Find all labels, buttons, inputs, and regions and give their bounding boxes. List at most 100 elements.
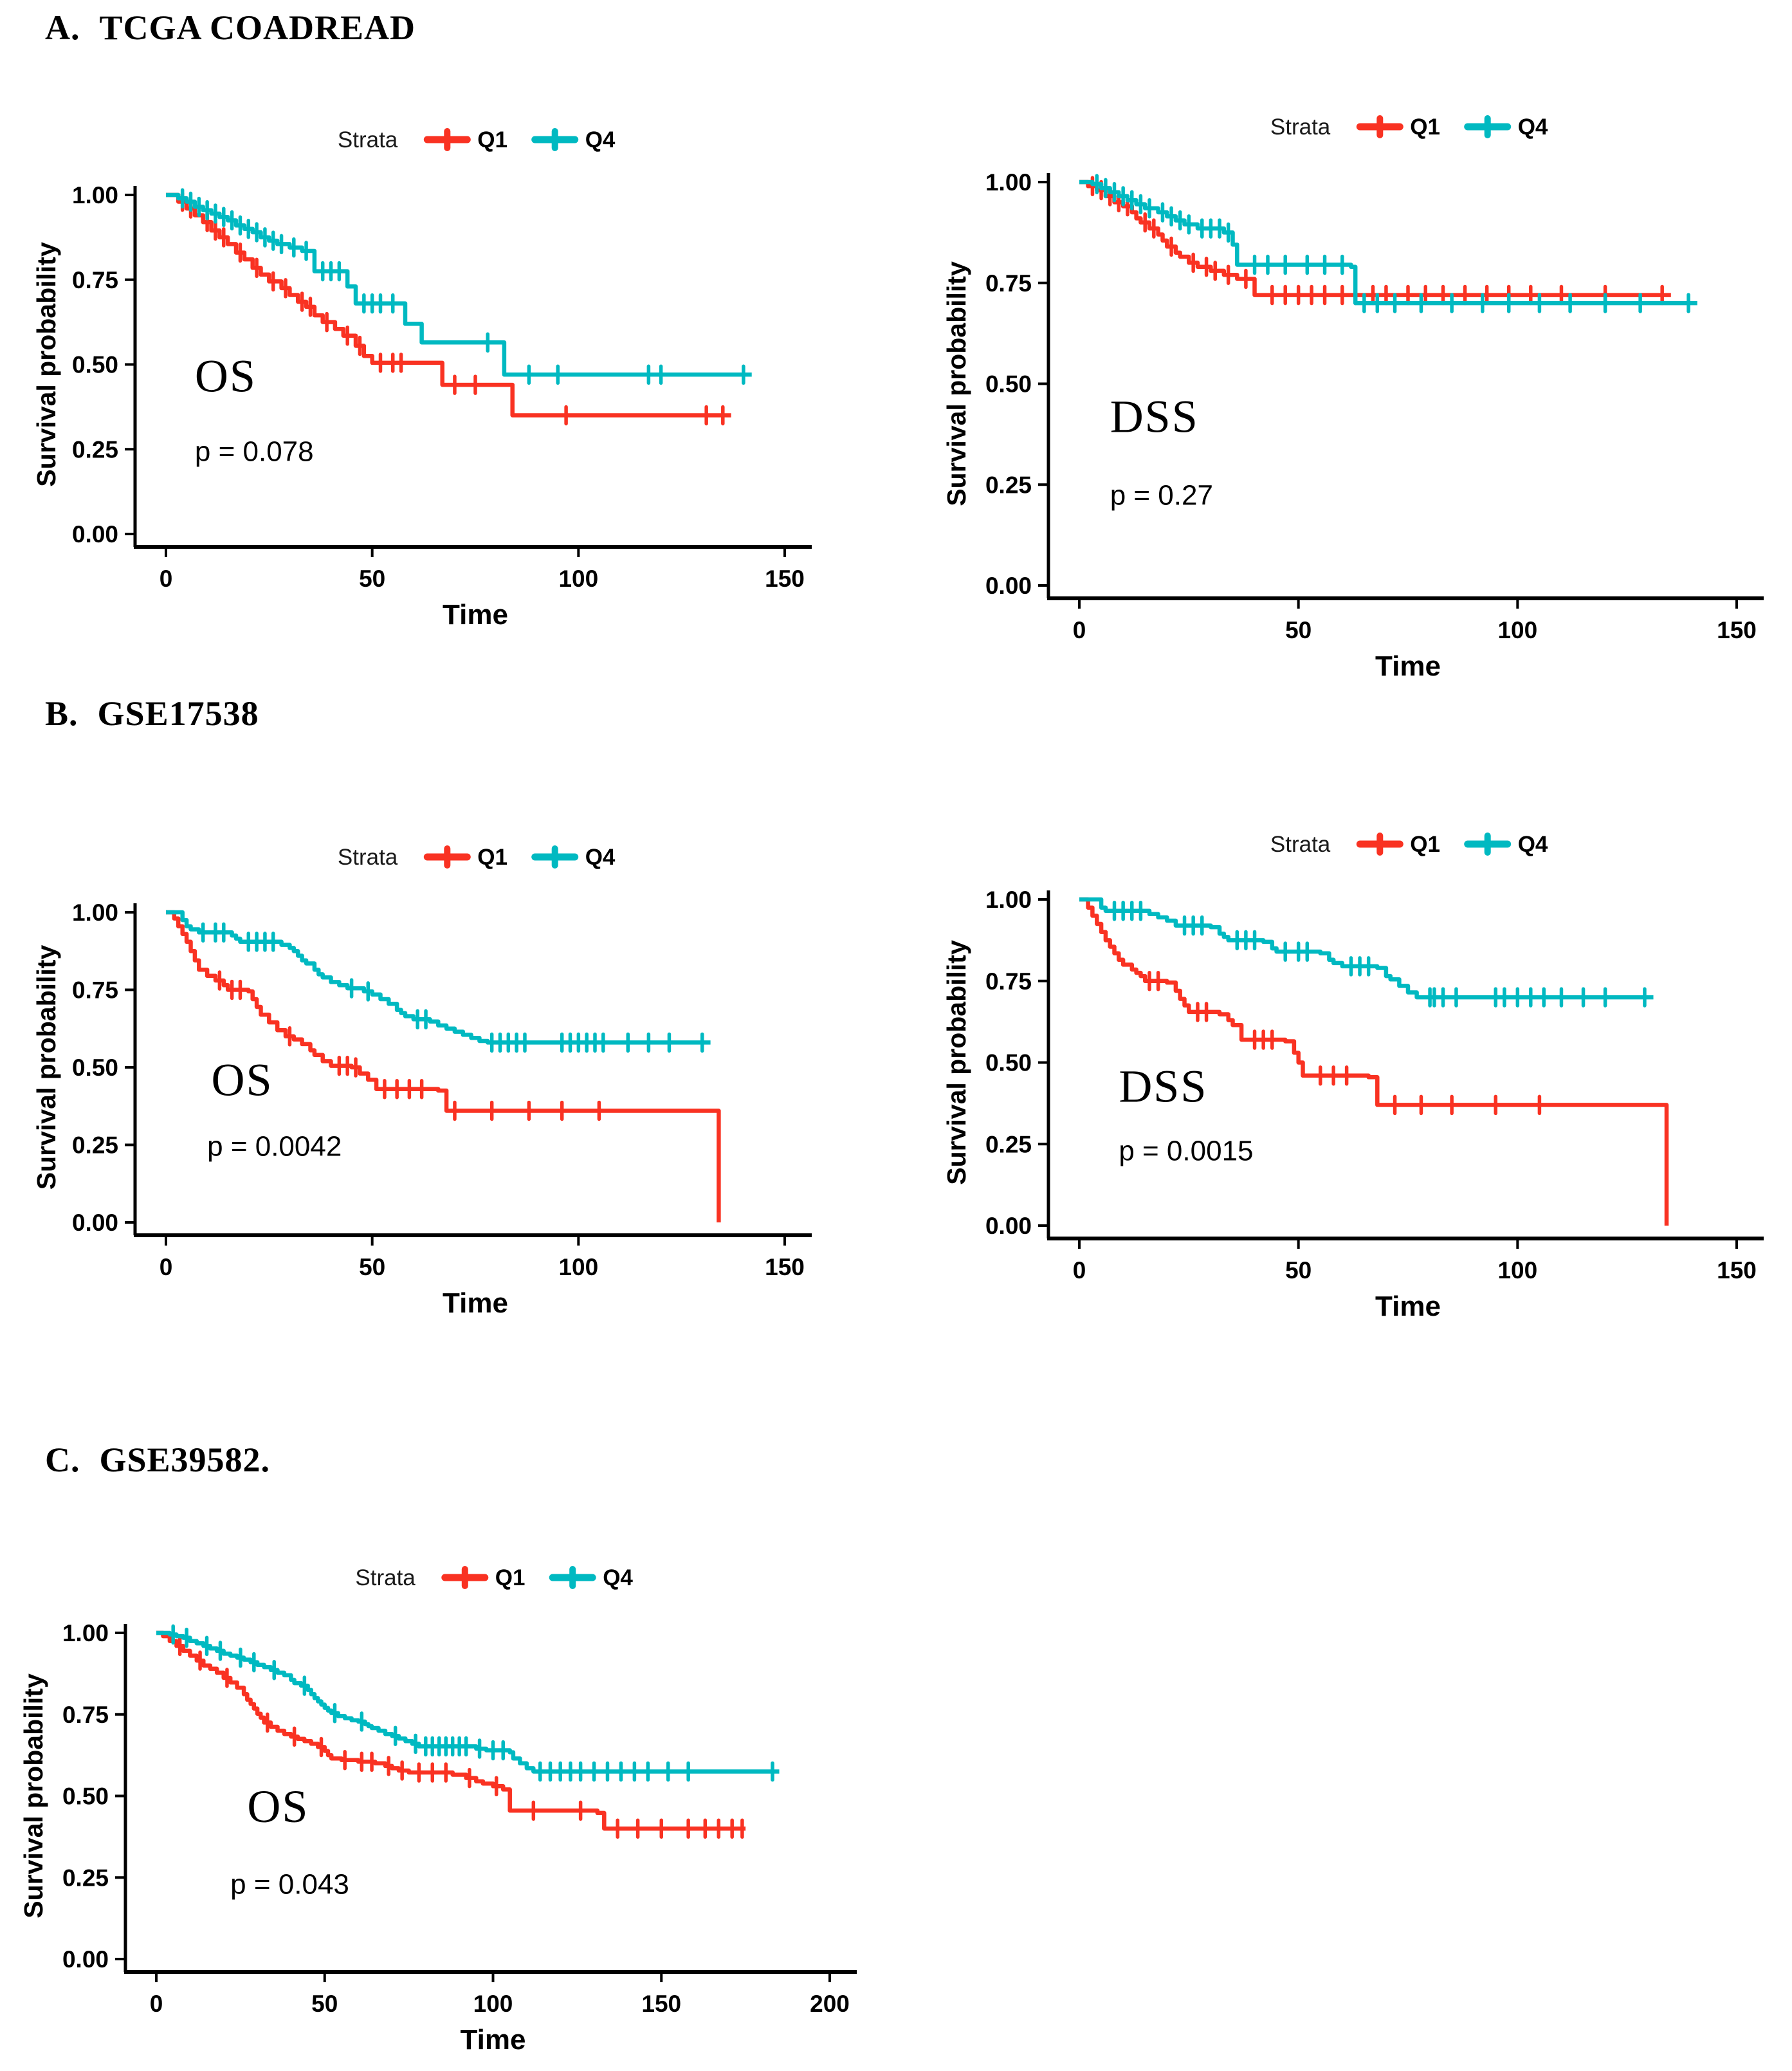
endpoint-label: OS: [195, 351, 257, 402]
p-value-label: p = 0.0042: [207, 1130, 342, 1162]
axes: 0.00 0.25 0.50 0.75 1.00 0 50 100 150 200: [62, 1620, 857, 2017]
x-axis-title: Time: [1375, 1291, 1441, 1322]
x-tick-label: 50: [1285, 1257, 1312, 1284]
legend-title: Strata: [1270, 115, 1331, 140]
endpoint-label: OS: [212, 1054, 273, 1105]
y-tick-label: 1.00: [985, 169, 1032, 196]
survival-curve-q4: [166, 910, 711, 1045]
panel-c-prefix: C.: [45, 1440, 80, 1479]
y-tick-label: 0.25: [72, 436, 118, 463]
x-tick-label: 100: [1497, 1257, 1537, 1284]
survival-curve-q1: [1079, 897, 1669, 1226]
y-tick-label: 0.75: [985, 968, 1032, 995]
y-tick-label: 0.50: [985, 1050, 1032, 1076]
y-tick-label: 0.75: [72, 977, 118, 1004]
p-value-label: p = 0.27: [1110, 480, 1213, 511]
x-tick-label: 200: [810, 1991, 850, 2017]
series-q4: [1079, 897, 1654, 1008]
endpoint-label: DSS: [1119, 1060, 1207, 1112]
tcga-dss-svg: 0.00 0.25 0.50 0.75 1.00 0 50 100 150 Time Surviva…: [942, 115, 1764, 682]
y-axis-title: Survival probability: [32, 242, 61, 487]
legend-title: Strata: [1270, 832, 1331, 857]
x-tick-label: 50: [359, 566, 385, 592]
legend-title: Strata: [355, 1565, 416, 1590]
p-value-label: p = 0.0015: [1119, 1136, 1253, 1167]
p-value-label: p = 0.078: [195, 436, 314, 468]
panel-c-label: GSE39582.: [99, 1440, 271, 1479]
endpoint-label: OS: [247, 1781, 309, 1832]
km-chart-gse17538-dss: 0.00 0.25 0.50 0.75 1.00 0 50 100 150 Time Surviva…: [936, 750, 1791, 1348]
legend-label-q1: Q1: [477, 127, 507, 152]
x-tick-label: 150: [765, 566, 805, 592]
legend-title: Strata: [338, 127, 398, 152]
y-tick-label: 0.00: [985, 1213, 1032, 1239]
legend-label-q1: Q1: [495, 1565, 526, 1590]
y-tick-label: 1.00: [985, 887, 1032, 913]
tcga-os-svg: 0.00 0.25 0.50 0.75 1.00 0 50 100 150 Time Surviva…: [32, 127, 812, 631]
legend-label-q4: Q4: [1518, 832, 1548, 857]
x-tick-label: 100: [473, 1991, 513, 2017]
y-tick-label: 0.50: [62, 1783, 109, 1810]
y-tick-label: 0.25: [985, 472, 1032, 498]
x-tick-label: 0: [1073, 1257, 1086, 1284]
x-tick-label: 0: [1073, 617, 1086, 643]
x-tick-label: 0: [150, 1991, 163, 2017]
x-axis-title: Time: [443, 1287, 508, 1319]
x-tick-label: 0: [160, 1254, 173, 1280]
legend-label-q4: Q4: [585, 127, 616, 152]
series-q1: [1079, 176, 1671, 306]
legend: Strata Q1 Q4: [1270, 115, 1548, 140]
y-tick-label: 0.50: [985, 371, 1032, 398]
x-tick-label: 100: [558, 1254, 598, 1280]
km-chart-tcga-os: 0.00 0.25 0.50 0.75 1.00 0 50 100 150 Time Surviva…: [26, 80, 843, 663]
legend-label-q1: Q1: [477, 845, 507, 870]
legend-label-q1: Q1: [1410, 115, 1440, 140]
survival-curve-q1: [166, 910, 721, 1222]
y-tick-label: 0.00: [72, 521, 118, 548]
legend: Strata Q1 Q4: [338, 127, 616, 152]
y-tick-label: 1.00: [62, 1620, 109, 1646]
x-axis-title: Time: [1375, 650, 1441, 682]
panel-a-prefix: A.: [45, 8, 80, 47]
axes: 0.00 0.25 0.50 0.75 1.00 0 50 100 150: [72, 899, 812, 1280]
legend: Strata Q1 Q4: [355, 1565, 633, 1590]
panel-c-title: C. GSE39582.: [45, 1440, 270, 1480]
x-tick-label: 100: [558, 566, 598, 592]
x-axis-title: Time: [461, 2024, 526, 2056]
y-tick-label: 0.25: [985, 1131, 1032, 1157]
panel-a-title: A. TCGA COADREAD: [45, 8, 416, 48]
legend-label-q4: Q4: [1518, 115, 1548, 140]
legend-label-q4: Q4: [585, 845, 616, 870]
gse39582-os-svg: 0.00 0.25 0.50 0.75 1.00 0 50 100 150 200 Time Surv…: [19, 1565, 857, 2056]
x-tick-label: 50: [311, 1991, 338, 2017]
endpoint-label: DSS: [1110, 391, 1199, 443]
survival-curve-q4: [156, 1630, 780, 1774]
y-tick-label: 1.00: [72, 182, 118, 208]
p-value-label: p = 0.043: [230, 1869, 349, 1901]
x-tick-label: 0: [160, 566, 173, 592]
x-tick-label: 150: [641, 1991, 681, 2017]
gse17538-dss-svg: 0.00 0.25 0.50 0.75 1.00 0 50 100 150 Time Surviva…: [942, 832, 1764, 1322]
y-tick-label: 0.00: [985, 573, 1032, 599]
series-q1: [166, 910, 721, 1222]
survival-curve-q1: [156, 1630, 746, 1831]
survival-curve-q4: [166, 192, 752, 377]
km-chart-tcga-dss: 0.00 0.25 0.50 0.75 1.00 0 50 100 150 Time Surviva…: [936, 61, 1791, 688]
legend-label-q1: Q1: [1410, 832, 1440, 857]
y-tick-label: 0.75: [985, 270, 1032, 297]
x-axis-title: Time: [443, 599, 508, 631]
series-q4: [166, 188, 752, 385]
x-tick-label: 50: [1285, 617, 1312, 643]
legend: Strata Q1 Q4: [1270, 832, 1548, 857]
survival-curve-q1: [1079, 179, 1671, 297]
y-axis-title: Survival probability: [19, 1673, 48, 1919]
axes: 0.00 0.25 0.50 0.75 1.00 0 50 100 150: [985, 169, 1764, 643]
y-tick-label: 0.75: [62, 1702, 109, 1728]
y-tick-label: 0.75: [72, 267, 118, 293]
legend-title: Strata: [338, 845, 398, 870]
axes: 0.00 0.25 0.50 0.75 1.00 0 50 100 150: [72, 182, 812, 592]
km-chart-gse39582-os: 0.00 0.25 0.50 0.75 1.00 0 50 100 150 200 Time Surv…: [13, 1499, 894, 2068]
x-tick-label: 150: [765, 1254, 805, 1280]
axes: 0.00 0.25 0.50 0.75 1.00 0 50 100 150: [985, 887, 1764, 1284]
